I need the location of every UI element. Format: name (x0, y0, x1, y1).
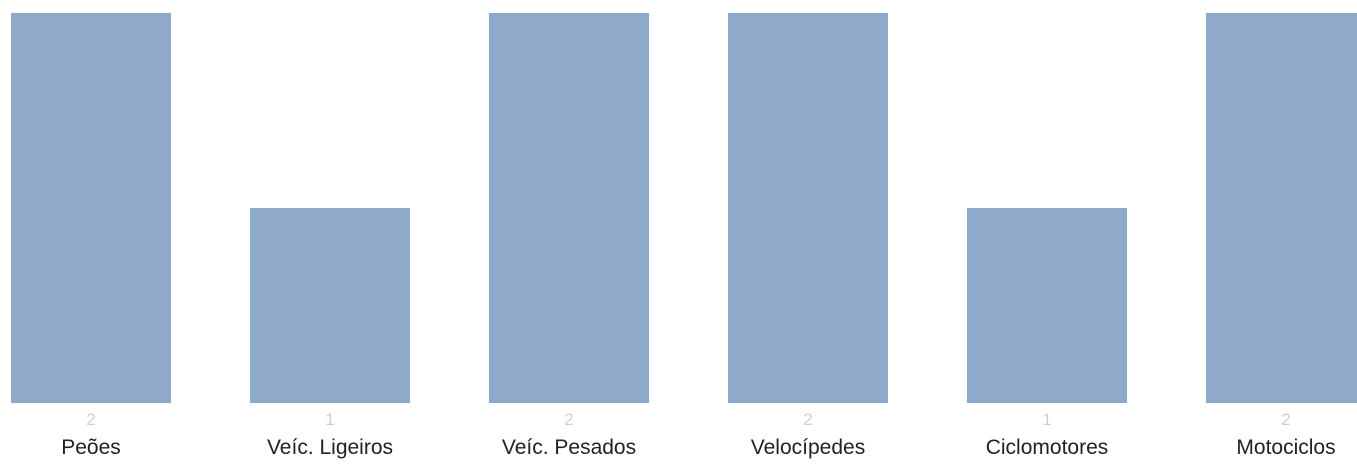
value-labels-group: 2 1 2 2 1 2 (86, 410, 1290, 429)
bar-4 (967, 208, 1127, 403)
bar-5 (1206, 13, 1357, 403)
value-label-0: 2 (86, 410, 95, 429)
value-label-1: 1 (325, 410, 334, 429)
category-label-4: Ciclomotores (986, 436, 1109, 459)
bar-1 (250, 208, 410, 403)
category-label-3: Velocípedes (751, 436, 865, 459)
category-label-5: Motociclos (1236, 436, 1335, 459)
category-label-2: Veíc. Pesados (502, 436, 636, 459)
bar-0 (11, 13, 171, 403)
category-labels-group: Peões Veíc. Ligeiros Veíc. Pesados Velocípe… (61, 436, 1335, 459)
bars-group (11, 13, 1357, 403)
category-label-1: Veíc. Ligeiros (267, 436, 393, 459)
bar-3 (728, 13, 888, 403)
bar-2 (489, 13, 649, 403)
category-label-0: Peões (61, 436, 121, 459)
value-label-4: 1 (1042, 410, 1051, 429)
value-label-5: 2 (1281, 410, 1290, 429)
value-label-3: 2 (803, 410, 812, 429)
value-label-2: 2 (564, 410, 573, 429)
